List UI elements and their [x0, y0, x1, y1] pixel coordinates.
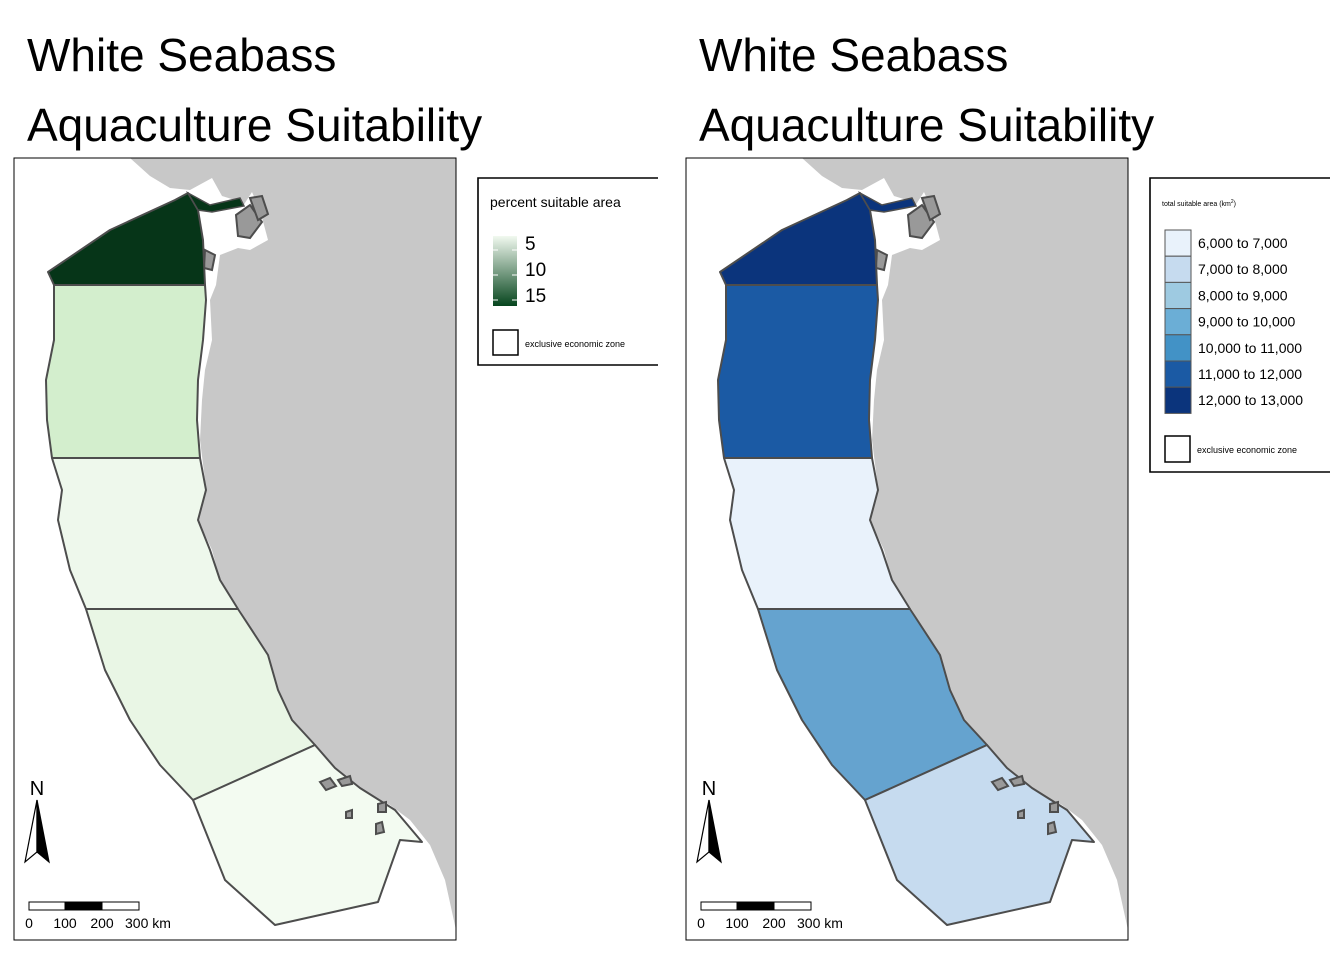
legend-eez-swatch: [492, 329, 519, 356]
island: [874, 248, 889, 272]
eez-region-south: [192, 744, 423, 926]
north-arrow-right-half: [708, 799, 722, 864]
legend-class-swatch: [1164, 308, 1192, 336]
legend-class-label: 7,000 to 8,000: [1198, 261, 1288, 277]
legend-class-label: 11,000 to 12,000: [1198, 366, 1302, 382]
scale-bar-label: 100: [725, 915, 749, 931]
legend-tick-label: 5: [525, 234, 536, 255]
island: [990, 776, 1010, 792]
legend-class-swatch: [1164, 386, 1192, 414]
north-arrow-left-half: [696, 799, 710, 864]
map-title-left-line1: White Seabass: [27, 29, 337, 81]
map-title-right-line2: Aquaculture Suitability: [699, 99, 1155, 151]
eez-region-lower-middle: [757, 608, 988, 801]
scale-bar: 0 100 200 300 km: [25, 901, 171, 931]
legend-class-label: 10,000 to 11,000: [1198, 340, 1302, 356]
map-title-left: White Seabass Aquaculture Suitability: [27, 20, 482, 160]
land-mass: [130, 158, 456, 930]
map-content-right: [717, 158, 1128, 930]
legend-classes: 6,000 to 7,000 7,000 to 8,000 8,000 to 9,0…: [1164, 229, 1303, 414]
legend-tick-label: 10: [525, 260, 546, 281]
eez-region-middle: [723, 457, 911, 610]
island: [375, 820, 386, 836]
map-title-left-line2: Aquaculture Suitability: [27, 99, 483, 151]
north-arrow-label: N: [30, 778, 44, 800]
scale-bar: 0 100 200 300 km: [697, 901, 843, 931]
eez-region-upper-middle: [717, 284, 879, 459]
island: [1008, 774, 1026, 788]
map-frame: [685, 157, 1129, 941]
map-title-right-line1: White Seabass: [699, 29, 1009, 81]
island: [232, 172, 246, 190]
legend-class-swatch: [1164, 229, 1192, 257]
legend-class-swatch: [1164, 360, 1192, 388]
island: [336, 774, 354, 788]
legend-tick-label: 15: [525, 286, 546, 307]
north-arrow: N: [696, 778, 722, 864]
legend-eez-swatch: [1164, 435, 1191, 463]
scale-bar-label: 200: [90, 915, 114, 931]
legend-title: total suitable area (km2): [1162, 199, 1236, 208]
legend-eez-label: exclusive economic zone: [1197, 445, 1297, 455]
legend-eez-label: exclusive economic zone: [525, 339, 625, 349]
island: [202, 248, 217, 272]
legend-title-end: ): [1234, 201, 1236, 208]
legend-class-swatch: [1164, 255, 1192, 283]
scale-bar-segment: [736, 901, 775, 911]
legend-class-label: 12,000 to 13,000: [1198, 392, 1303, 408]
legend-class-label: 9,000 to 10,000: [1198, 314, 1296, 330]
island: [1047, 820, 1058, 836]
eez-region-middle: [51, 457, 239, 610]
island: [1017, 808, 1025, 819]
eez-region-lower-middle: [85, 608, 316, 801]
map-content-left: [45, 158, 456, 930]
legend-class-label: 8,000 to 9,000: [1198, 287, 1288, 303]
map-frame: [13, 157, 457, 941]
island: [248, 194, 270, 222]
scale-bar-label: 300 km: [125, 915, 171, 931]
eez-region-north: [47, 192, 206, 286]
legend-title-main: total suitable area (km: [1162, 201, 1231, 208]
inland-waterway: [185, 191, 246, 213]
eez-region-south: [864, 744, 1095, 926]
legend-class-label: 6,000 to 7,000: [1198, 235, 1288, 251]
scale-bar-segment: [64, 901, 103, 911]
map-panel-left: N 0 100 200 300 km: [13, 157, 457, 941]
legend-gradient-bar: [493, 236, 517, 306]
legend-left: percent suitable area 5 10 15 exclusive …: [477, 177, 658, 366]
legend-box: [1149, 177, 1330, 473]
north-arrow-right-half: [36, 799, 50, 864]
legend-box: [477, 177, 658, 366]
island: [345, 808, 353, 819]
legend-right: total suitable area (km2) 6,000 to 7,000…: [1149, 177, 1330, 473]
legend-class-swatch: [1164, 281, 1192, 310]
island: [377, 800, 387, 813]
north-arrow-left-half: [24, 799, 38, 864]
scale-bar-label: 300 km: [797, 915, 843, 931]
island: [904, 172, 918, 190]
legend-class-swatch: [1164, 334, 1192, 362]
scale-bar-segment: [28, 901, 66, 911]
land-mass: [802, 158, 1128, 930]
island: [1049, 800, 1059, 813]
scale-bar-label: 0: [697, 915, 705, 931]
scale-bar-segment: [101, 901, 140, 911]
scale-bar-label: 100: [53, 915, 77, 931]
legend-title: percent suitable area: [490, 194, 621, 210]
inland-waterway: [857, 191, 918, 213]
legend-title-superscript: 2: [1231, 199, 1234, 205]
map-title-right: White Seabass Aquaculture Suitability: [699, 20, 1154, 160]
north-arrow: N: [24, 778, 50, 864]
scale-bar-segment: [700, 901, 738, 911]
scale-bar-label: 200: [762, 915, 786, 931]
north-arrow-label: N: [702, 778, 716, 800]
scale-bar-label: 0: [25, 915, 33, 931]
scale-bar-segment: [773, 901, 812, 911]
eez-region-upper-middle: [45, 284, 207, 459]
map-panel-right: N 0 100 200 300 km: [685, 157, 1129, 941]
island: [920, 194, 942, 222]
island: [318, 776, 338, 792]
eez-region-north: [719, 192, 878, 286]
